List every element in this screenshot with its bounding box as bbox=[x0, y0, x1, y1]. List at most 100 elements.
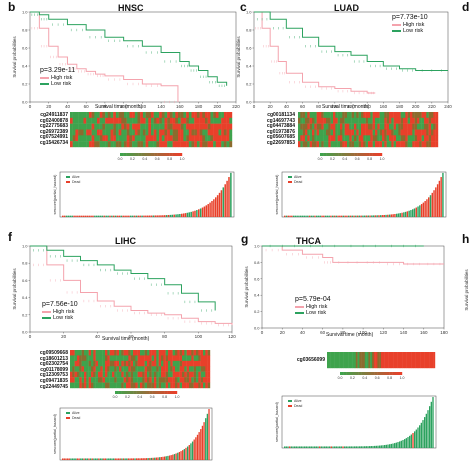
heatmap-cell bbox=[151, 141, 154, 148]
risk-score-bar bbox=[362, 446, 364, 448]
risk-score-bar bbox=[134, 458, 136, 460]
legend-item-low: Low risk bbox=[40, 81, 72, 87]
risk-score-bar bbox=[385, 214, 387, 217]
risk-score-bar bbox=[367, 446, 369, 448]
heatmap-cell bbox=[158, 350, 162, 356]
heatmap-cell bbox=[98, 360, 101, 367]
heatmap-cell bbox=[196, 382, 199, 389]
heatmap-cell bbox=[118, 141, 122, 148]
risk-score-bar bbox=[188, 212, 191, 217]
heatmap-cell bbox=[412, 141, 415, 148]
heatmap-cell bbox=[140, 112, 144, 119]
heatmap-cell bbox=[118, 129, 122, 136]
risk-score-bar bbox=[379, 445, 381, 448]
heatmap-cell bbox=[168, 382, 171, 389]
heatmap-cell bbox=[142, 371, 145, 378]
heatmap-cell bbox=[421, 123, 425, 130]
heatmap-cell bbox=[200, 377, 204, 383]
heatmap-cell bbox=[314, 141, 317, 148]
heatmap-cell bbox=[107, 117, 111, 124]
heatmap-cell bbox=[312, 129, 315, 136]
heatmap-cell bbox=[179, 360, 183, 367]
heatmap-cell bbox=[126, 129, 130, 136]
heatmap-cell bbox=[328, 123, 331, 130]
heatmap-cell bbox=[205, 135, 208, 142]
heatmap-cell bbox=[358, 129, 362, 136]
heatmap-cell bbox=[112, 377, 115, 383]
risk-score-bar bbox=[107, 215, 109, 217]
heatmap-cell bbox=[115, 112, 119, 119]
risk-score-bar bbox=[206, 413, 209, 460]
heatmap-cell bbox=[377, 129, 380, 136]
heatmap-cell bbox=[433, 117, 436, 124]
legend-swatch-dead bbox=[66, 417, 70, 419]
heatmap-cell bbox=[156, 112, 160, 119]
heatmap-cell bbox=[124, 129, 127, 136]
heatmap-cell bbox=[433, 123, 436, 130]
heatmap-cell bbox=[319, 129, 322, 136]
risk-score-bar bbox=[350, 446, 352, 448]
heatmap-cell bbox=[431, 129, 434, 136]
risk-score-bar bbox=[97, 215, 100, 217]
risk-score-bar bbox=[358, 215, 361, 217]
heatmap-cell bbox=[300, 117, 303, 124]
p-value-thca: p=5.79e-04 bbox=[295, 296, 331, 303]
heatmap-cell bbox=[140, 141, 144, 148]
heatmap-cell bbox=[132, 123, 135, 130]
heatmap-cell bbox=[342, 141, 345, 148]
heatmap-cell bbox=[115, 141, 119, 148]
heatmap-cell bbox=[154, 350, 157, 356]
heatmap-cell bbox=[142, 112, 146, 119]
colorbar-swatch bbox=[127, 391, 131, 394]
heatmap-cell bbox=[198, 350, 201, 356]
cpg-labels-luad: cg00181134 cg14697743 cg04473884 cg0197387… bbox=[266, 112, 295, 146]
heatmap-cell bbox=[381, 352, 383, 369]
heatmap-cell bbox=[86, 360, 89, 367]
risk-score-bar bbox=[412, 433, 414, 448]
heatmap-cell bbox=[372, 123, 376, 130]
colorbar-swatch bbox=[341, 153, 345, 156]
heatmap-cell bbox=[165, 377, 169, 383]
heatmap-cell bbox=[428, 129, 432, 136]
heatmap-cell bbox=[102, 350, 106, 356]
colorbar-tick-label: 0.4 bbox=[137, 395, 142, 399]
heatmap-cell bbox=[435, 123, 439, 130]
panel-title-lihc: LIHC bbox=[115, 236, 136, 246]
heatmap-cell bbox=[156, 366, 159, 372]
risk-score-bar bbox=[407, 437, 409, 448]
heatmap-cell bbox=[172, 129, 176, 136]
colorbar-swatch bbox=[358, 372, 362, 375]
risk-score-bar bbox=[347, 446, 349, 448]
heatmap-cell bbox=[424, 135, 427, 142]
heatmap-cell bbox=[229, 117, 233, 124]
heatmap-cell bbox=[134, 135, 138, 142]
y-axis-title: Survival probabilities bbox=[12, 36, 17, 78]
heatmap-cell bbox=[426, 352, 428, 369]
heatmap-cell bbox=[415, 352, 418, 369]
risk-score-bar bbox=[96, 458, 98, 460]
heatmap-cell bbox=[159, 117, 162, 124]
heatmap-cell bbox=[307, 123, 310, 130]
heatmap-cell bbox=[78, 141, 81, 148]
risk-score-bar bbox=[198, 209, 200, 217]
km-curve-low-risk bbox=[30, 245, 216, 311]
heatmap-cell bbox=[118, 112, 122, 119]
methylation-heatmap bbox=[327, 352, 436, 369]
risk-score-bar bbox=[415, 207, 417, 217]
heatmap-cell bbox=[72, 135, 76, 142]
heatmap-cell bbox=[189, 371, 192, 378]
colorbar-tick-label: 0.2 bbox=[330, 157, 335, 161]
heatmap-cell bbox=[74, 371, 78, 378]
heatmap-cell bbox=[84, 366, 87, 372]
colorbar-tick-label: 0.0 bbox=[113, 395, 118, 399]
heatmap-cell bbox=[88, 112, 92, 119]
heatmap-cell bbox=[377, 112, 380, 119]
risk-score-bar bbox=[190, 443, 192, 460]
heatmap-cell bbox=[97, 112, 100, 119]
heatmap-cell bbox=[375, 352, 378, 369]
risk-score-bar bbox=[375, 445, 377, 448]
risk-score-bar bbox=[168, 455, 171, 460]
heatmap-cell bbox=[121, 382, 124, 389]
heatmap-cell bbox=[154, 366, 157, 372]
heatmap-cell bbox=[326, 141, 329, 148]
